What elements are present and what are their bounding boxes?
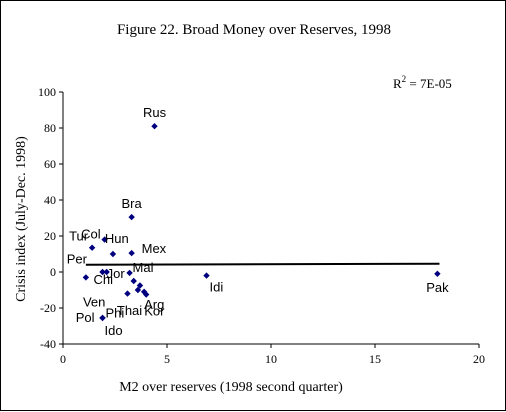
- chart-title: Figure 22. Broad Money over Reserves, 19…: [117, 22, 391, 38]
- y-tick-label: 0: [50, 265, 56, 279]
- y-tick-label: 60: [44, 157, 56, 171]
- point-label: Phi: [105, 306, 124, 321]
- data-point: [203, 272, 210, 279]
- data-point: [88, 244, 96, 251]
- data-point: [151, 123, 158, 130]
- point-label: Rus: [143, 105, 167, 120]
- data-point: [101, 236, 108, 243]
- point-label: Ven: [83, 295, 105, 310]
- y-tick-label: 100: [38, 85, 56, 99]
- point-label: Mex: [142, 241, 167, 256]
- data-point: [143, 291, 150, 298]
- point-label: Ido: [105, 323, 123, 338]
- x-tick-label: 0: [60, 352, 66, 366]
- data-point: [124, 290, 131, 297]
- x-axis-title: M2 over reserves (1998 second quarter): [119, 380, 343, 395]
- x-tick-label: 20: [473, 352, 485, 366]
- r-squared-label: R2 = 7E-05: [393, 74, 452, 91]
- point-label: Kor: [144, 304, 165, 319]
- data-point: [103, 268, 110, 276]
- data-point: [82, 274, 90, 281]
- x-tick-label: 5: [164, 352, 170, 366]
- y-tick-label: 20: [44, 229, 56, 243]
- point-label: Bra: [122, 196, 143, 211]
- point-label: Chi: [94, 272, 114, 287]
- x-tick-label: 10: [265, 352, 277, 366]
- data-point: [136, 282, 144, 289]
- point-label: Pol: [76, 310, 95, 325]
- data-point: [128, 213, 135, 221]
- point-label: Idi: [210, 280, 224, 295]
- point-label: Per: [67, 251, 88, 266]
- point-label: Jor: [107, 266, 126, 281]
- y-tick-label: -20: [40, 301, 56, 315]
- point-label: Hun: [105, 231, 129, 246]
- data-point: [130, 277, 137, 285]
- point-label: Mal: [133, 260, 154, 275]
- point-label: Thai: [117, 303, 142, 318]
- point-label: Pak: [426, 280, 449, 295]
- point-label: Col: [81, 227, 101, 242]
- data-point: [126, 269, 133, 277]
- y-tick-label: -40: [40, 337, 56, 351]
- data-point: [99, 268, 106, 276]
- y-axis-title: Crisis index (July-Dec. 1998): [14, 136, 29, 302]
- point-label: Tur: [69, 229, 89, 244]
- data-point: [128, 249, 135, 257]
- point-label: Arg: [144, 297, 164, 312]
- trend-line: [85, 262, 440, 266]
- y-tick-label: 80: [44, 121, 56, 135]
- data-point: [134, 286, 142, 294]
- y-tick-label: 40: [44, 193, 56, 207]
- data-point: [99, 314, 106, 322]
- data-point: [434, 270, 441, 277]
- x-tick-label: 15: [369, 352, 381, 366]
- data-point: [109, 250, 117, 258]
